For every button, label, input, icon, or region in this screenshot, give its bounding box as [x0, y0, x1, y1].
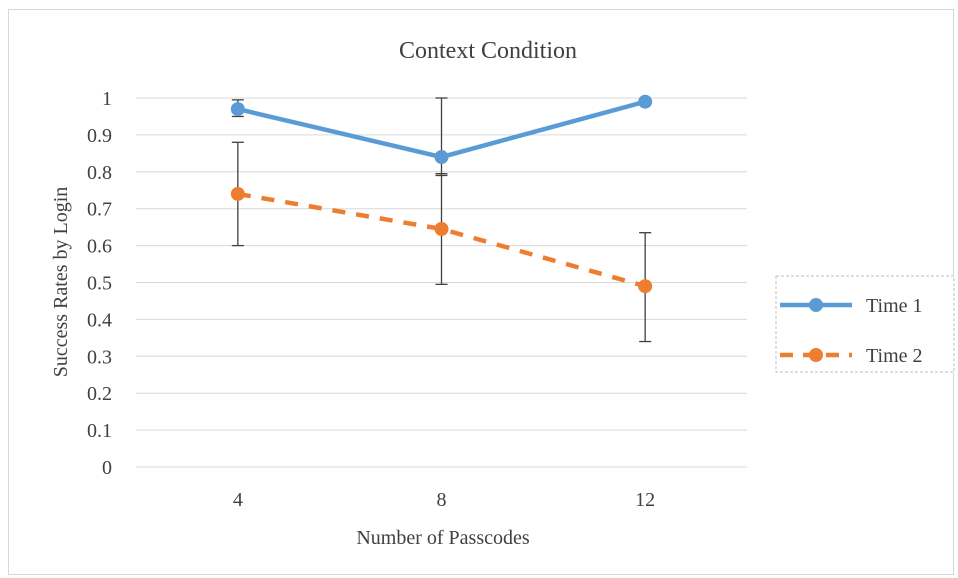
y-tick-label: 0.1: [87, 420, 112, 442]
chart-title: Context Condition: [399, 38, 577, 64]
y-tick-label: 0: [102, 457, 112, 479]
y-tick-label: 0.9: [87, 125, 112, 147]
legend-marker: [809, 298, 823, 312]
series-line-2: [237, 191, 646, 289]
legend-marker: [809, 348, 823, 362]
y-tick-label: 0.4: [87, 309, 112, 331]
data-point: [638, 279, 653, 294]
data-point: [230, 102, 245, 117]
legend-label: Time 2: [866, 345, 923, 367]
data-point: [230, 186, 245, 201]
x-tick-label: 4: [233, 489, 243, 511]
x-axis-ticks: 4 8 12: [233, 489, 655, 511]
y-axis-title: Success Rates by Login: [50, 187, 72, 378]
legend-label: Time 1: [866, 295, 923, 317]
y-tick-label: 0.3: [87, 346, 112, 368]
x-axis-title: Number of Passcodes: [356, 527, 530, 549]
y-axis-ticks: 0 0.1 0.2 0.3 0.4 0.5 0.6 0.7 0.8 0.9 1: [87, 88, 112, 479]
y-tick-label: 0.6: [87, 236, 112, 258]
x-tick-label: 8: [437, 489, 447, 511]
data-point: [638, 94, 653, 109]
y-tick-label: 0.7: [87, 199, 112, 221]
y-tick-label: 0.2: [87, 383, 112, 405]
series-lines: [230, 94, 653, 294]
y-tick-label: 0.8: [87, 162, 112, 184]
y-tick-label: 1: [102, 88, 112, 110]
x-tick-label: 12: [635, 489, 655, 511]
legend-box: [775, 275, 955, 373]
y-tick-label: 0.5: [87, 273, 112, 295]
legend: Time 1 Time 2: [775, 275, 955, 373]
data-point: [434, 221, 449, 236]
data-point: [434, 150, 449, 165]
